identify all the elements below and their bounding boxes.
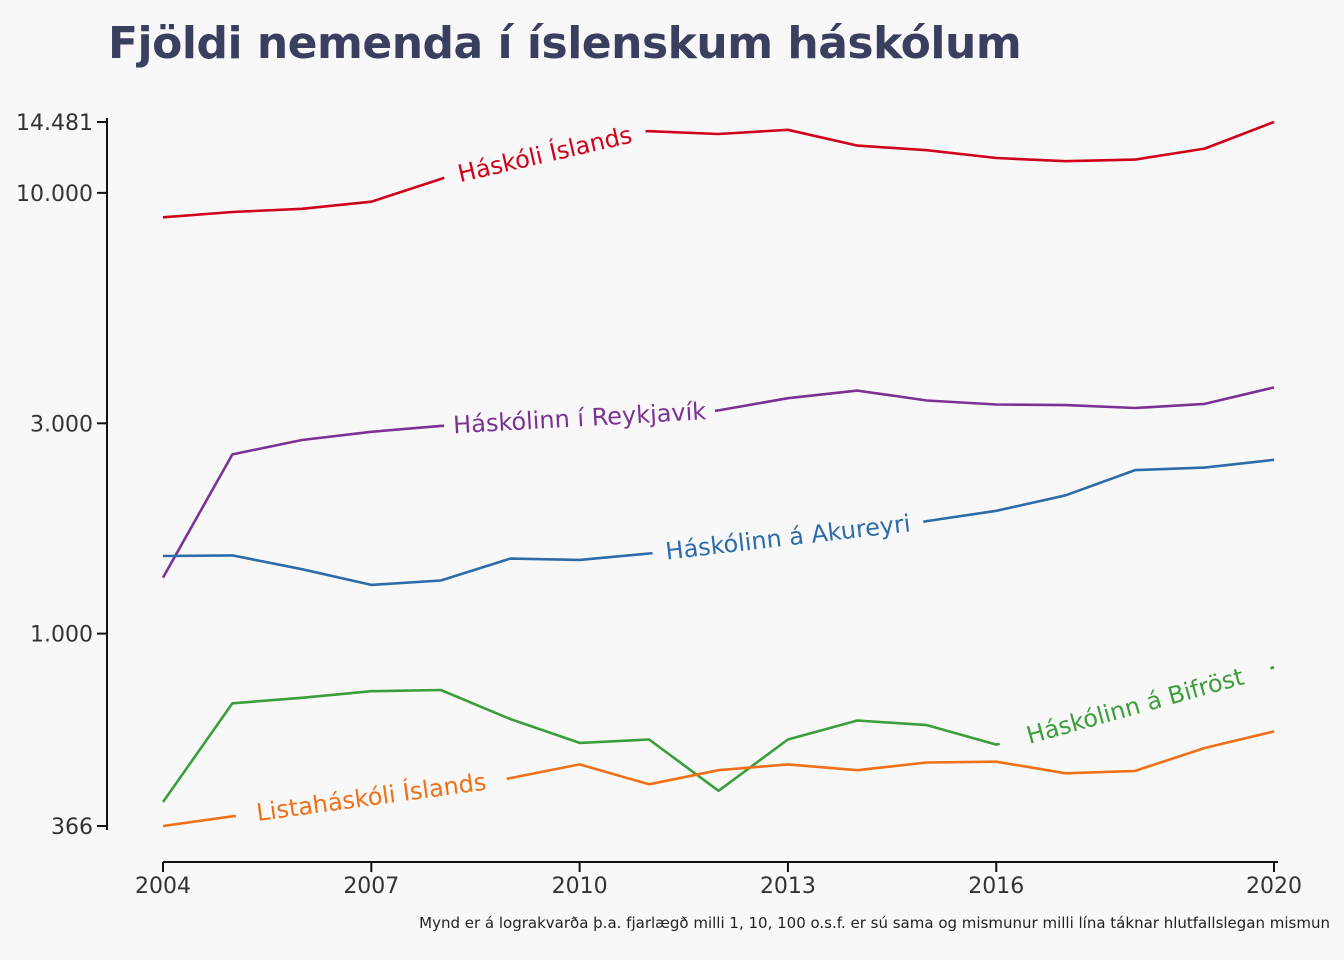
x-tick-label: 2004	[135, 874, 191, 899]
x-tick-label: 2010	[552, 874, 608, 899]
chart-caption: Mynd er á lograkvarða þ.a. fjarlægð mill…	[419, 914, 1330, 932]
series-line	[714, 386, 1275, 412]
series-label: Háskólinn á Akureyri	[664, 509, 912, 565]
series-line	[162, 551, 653, 587]
y-tick-label: 3.000	[30, 412, 93, 437]
series-line	[506, 730, 1275, 786]
series-line	[162, 814, 237, 828]
series-lines	[161, 120, 1275, 828]
series-line	[1269, 665, 1275, 670]
y-tick-label: 14.481	[16, 111, 93, 136]
series-line	[923, 458, 1275, 524]
series-line	[161, 688, 1000, 803]
x-tick-label: 2020	[1246, 874, 1302, 899]
series-line	[162, 176, 445, 219]
series-label: Háskóli Íslands	[455, 120, 635, 188]
y-tick-label: 366	[51, 815, 93, 840]
series-label: Háskólinn á Bifröst	[1023, 663, 1247, 750]
chart-title: Fjöldi nemenda í íslenskum háskólum	[108, 18, 1022, 69]
series-label: Listaháskóli Íslands	[255, 767, 488, 827]
x-tick-label: 2016	[968, 874, 1024, 899]
axes: 366 1.000 3.000 10.000 14.481 2004 2007 2010 201…	[16, 111, 1302, 899]
series-line	[161, 424, 445, 579]
x-tick-label: 2013	[760, 874, 816, 899]
y-tick-label: 1.000	[30, 623, 93, 648]
series-labels: Háskóli Íslands Háskólinn í Reykjavík Hásk…	[255, 120, 1247, 827]
y-tick-label: 10.000	[16, 182, 93, 207]
series-label: Háskólinn í Reykjavík	[452, 397, 707, 439]
series-line	[645, 120, 1275, 163]
x-tick-label: 2007	[343, 874, 399, 899]
